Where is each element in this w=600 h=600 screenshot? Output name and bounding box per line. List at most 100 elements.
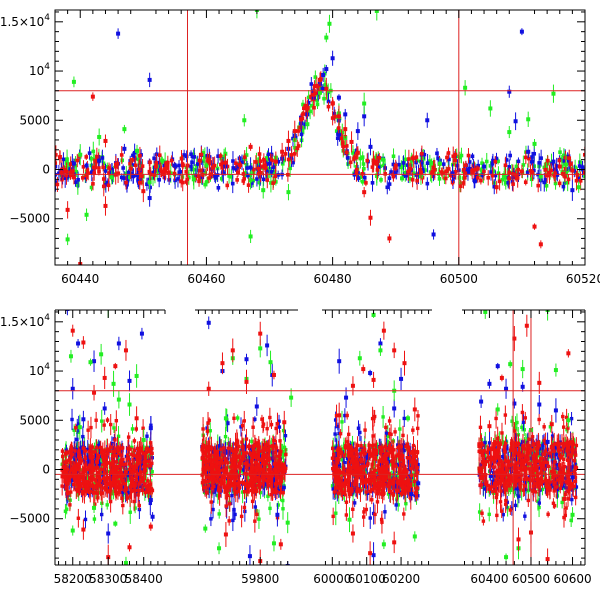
data-point	[197, 179, 201, 184]
data-point	[55, 153, 58, 157]
data-point	[237, 163, 242, 167]
data-point	[271, 480, 275, 484]
data-point	[321, 86, 325, 91]
data-point-49	[519, 169, 524, 174]
data-point	[501, 489, 505, 493]
data-point	[441, 162, 446, 166]
data-point	[92, 171, 97, 175]
data-point	[335, 489, 340, 493]
data-point	[548, 425, 553, 429]
data-point-8	[135, 173, 140, 178]
data-point	[86, 447, 90, 452]
data-point	[514, 487, 518, 491]
data-point	[63, 509, 68, 513]
data-point-52	[545, 173, 550, 178]
data-point	[282, 461, 286, 465]
data-point	[110, 441, 114, 446]
data-point-9	[147, 196, 152, 201]
data-point	[221, 451, 226, 455]
data-point	[389, 474, 393, 479]
data-point	[282, 445, 287, 449]
data-point	[159, 167, 163, 172]
data-point	[83, 449, 88, 453]
data-point	[459, 184, 463, 189]
data-point	[491, 158, 495, 163]
data-point	[339, 136, 344, 141]
data-point-35	[355, 150, 360, 155]
data-point	[375, 470, 379, 474]
data-point	[86, 171, 91, 176]
data-point	[526, 440, 530, 445]
data-point	[282, 485, 286, 490]
data-point	[144, 471, 148, 476]
data-point	[529, 177, 534, 182]
data-point	[63, 176, 67, 180]
data-point	[446, 151, 451, 155]
data-point-30	[381, 157, 386, 162]
data-point	[545, 158, 550, 163]
data-point	[454, 169, 458, 174]
data-point	[276, 159, 281, 164]
data-point	[145, 434, 149, 438]
data-point	[506, 181, 511, 185]
data-point-0	[71, 79, 76, 84]
data-point	[333, 114, 337, 119]
x-tick-label: 60440	[61, 272, 99, 286]
data-point	[95, 473, 99, 477]
data-point-45	[463, 171, 468, 176]
data-point-37	[526, 117, 531, 122]
data-point	[203, 155, 207, 159]
data-point	[94, 418, 98, 422]
data-point-7	[103, 203, 108, 208]
data-point	[246, 183, 251, 187]
data-point	[213, 174, 217, 178]
data-point	[340, 457, 345, 462]
data-point	[368, 516, 372, 520]
data-point	[94, 485, 98, 490]
top-panel-zoomed-light-curve: 60440 60460 60480 60500 60520 −5000 0 5000 104 1.…	[0, 9, 600, 286]
data-point	[340, 130, 345, 135]
data-point-4	[84, 173, 89, 178]
data-point	[521, 420, 526, 425]
data-point	[137, 503, 141, 508]
data-point	[306, 95, 311, 100]
data-point	[537, 505, 541, 510]
data-point	[230, 493, 234, 498]
data-point	[168, 171, 173, 175]
data-point	[124, 470, 128, 474]
data-point	[124, 180, 128, 185]
data-point	[141, 477, 145, 482]
data-point	[457, 176, 462, 180]
data-point-36	[362, 190, 367, 195]
data-point	[557, 158, 562, 163]
data-point	[65, 161, 70, 166]
data-point	[165, 163, 170, 167]
data-point	[555, 487, 560, 492]
data-point	[129, 171, 134, 176]
data-point	[334, 129, 339, 133]
data-point	[199, 152, 204, 157]
data-point	[235, 416, 240, 420]
data-point	[264, 168, 269, 173]
data-point	[126, 478, 130, 483]
data-point	[131, 153, 135, 158]
data-point	[246, 173, 250, 178]
data-point	[408, 176, 412, 181]
data-point-0	[116, 31, 121, 36]
data-point	[266, 152, 271, 157]
data-point	[55, 182, 60, 187]
y-tick-label: 104	[29, 62, 50, 78]
data-point-6	[122, 127, 127, 132]
data-point	[523, 180, 528, 184]
data-point-37	[368, 215, 373, 220]
data-point	[332, 111, 336, 116]
data-point	[281, 428, 286, 433]
data-point	[64, 173, 69, 178]
data-point	[119, 175, 124, 180]
data-point	[157, 153, 162, 157]
data-point	[87, 458, 92, 462]
data-point	[281, 507, 285, 511]
data-point	[251, 178, 256, 183]
data-point	[401, 174, 406, 179]
data-point	[296, 129, 300, 133]
